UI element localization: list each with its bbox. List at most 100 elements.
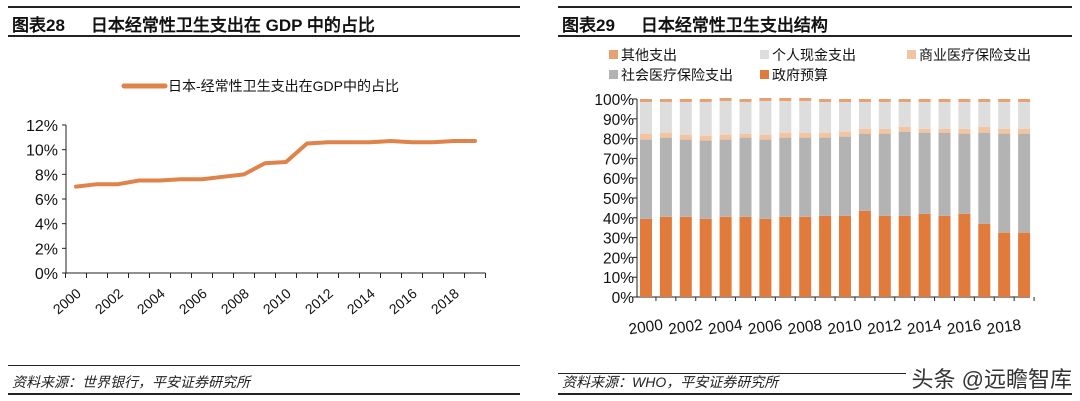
x-tick-label: 2004 — [707, 317, 744, 339]
divider — [558, 6, 1072, 8]
legend-label: 其他支出 — [621, 47, 677, 63]
bar-segment — [898, 99, 911, 102]
bar-segment — [938, 99, 951, 102]
y-tick-label: 100% — [594, 92, 634, 109]
divider — [8, 6, 520, 8]
bar-segment — [739, 133, 752, 138]
bar-segment — [779, 216, 792, 297]
x-tick-label: 2002 — [92, 285, 126, 317]
y-tick-label: 0% — [612, 290, 635, 307]
bar-segment — [878, 215, 891, 297]
bar-segment — [679, 101, 692, 135]
bar-segment — [918, 213, 931, 297]
bar-segment — [819, 215, 832, 297]
bar-segment — [1018, 232, 1031, 297]
divider — [558, 373, 1072, 374]
x-tick-label: 2016 — [386, 285, 420, 317]
bar-segment — [799, 132, 812, 138]
x-tick-label: 2002 — [667, 317, 704, 339]
series-line — [74, 139, 477, 189]
bar-segment — [918, 101, 931, 129]
legend-label: 政府预算 — [772, 67, 828, 83]
bar-segment — [759, 139, 772, 219]
bar-segment — [898, 101, 911, 127]
bar-segment — [640, 139, 652, 219]
bar-segment — [779, 98, 792, 101]
y-tick-label: 10% — [26, 143, 58, 160]
divider — [8, 365, 520, 366]
x-tick-label: 2018 — [428, 285, 462, 317]
x-tick-label: 2010 — [260, 285, 294, 317]
bar-segment — [898, 126, 911, 132]
y-tick-label: 60% — [603, 171, 634, 188]
bar-segment — [958, 213, 971, 297]
bar-segment — [978, 132, 991, 224]
legend-swatch — [760, 50, 769, 59]
bar-segment — [858, 133, 871, 211]
source-note: 资料来源：世界银行，平安证券研究所 — [12, 374, 250, 390]
bar-segment — [918, 128, 931, 133]
watermark: 头条 @远瞻智库 — [905, 362, 1072, 394]
y-tick-label: 10% — [603, 270, 634, 287]
bar-segment — [799, 100, 812, 133]
x-tick-label: 2012 — [866, 317, 903, 339]
divider — [8, 35, 520, 37]
bar-segment — [938, 215, 951, 297]
y-tick-label: 50% — [603, 191, 634, 208]
bar-segment — [878, 99, 891, 102]
bar-segment — [1018, 99, 1031, 102]
left-panel: 图表28 日本经常性卫生支出在 GDP 中的占比 资料来源：世界银行，平安证券研究… — [8, 0, 520, 401]
y-tick-label: 0% — [35, 266, 58, 283]
bar-segment — [799, 98, 812, 101]
x-tick-label: 2010 — [827, 317, 864, 339]
bar-segment — [839, 99, 851, 102]
bar-segment — [839, 215, 851, 297]
bar-segment — [918, 99, 931, 102]
bar-segment — [739, 101, 752, 134]
bar-segment — [719, 100, 732, 135]
y-tick-label: 30% — [603, 231, 634, 248]
x-tick-label: 2018 — [986, 317, 1023, 339]
y-tick-label: 12% — [26, 118, 58, 135]
bar-segment — [699, 101, 712, 136]
bar-segment — [679, 139, 692, 217]
y-tick-label: 80% — [603, 132, 634, 149]
bar-segment — [858, 128, 871, 134]
y-tick-label: 2% — [35, 241, 58, 258]
bar-segment — [938, 128, 951, 133]
legend-label: 商业医疗保险支出 — [919, 47, 1031, 63]
divider — [8, 393, 520, 395]
legend-label: 个人现金支出 — [772, 47, 856, 63]
legend-swatch — [760, 70, 769, 79]
bar-segment — [659, 132, 672, 138]
bar-segment — [858, 101, 871, 129]
bar-segment — [998, 101, 1011, 129]
bar-segment — [819, 99, 832, 102]
x-tick-label: 2014 — [906, 317, 943, 339]
bar-segment — [819, 137, 832, 216]
y-tick-label: 8% — [35, 167, 58, 184]
bar-segment — [719, 134, 732, 140]
bar-segment — [858, 210, 871, 297]
divider — [558, 35, 1072, 37]
bar-segment — [739, 99, 752, 102]
x-tick-label: 2004 — [134, 285, 168, 317]
bar-segment — [998, 133, 1011, 233]
bar-segment — [799, 216, 812, 297]
bar-segment — [779, 100, 792, 133]
bar-segment — [739, 216, 752, 297]
y-tick-label: 4% — [35, 217, 58, 234]
bar-segment — [759, 98, 772, 101]
x-tick-label: 2016 — [946, 317, 983, 339]
bar-segment — [1018, 128, 1031, 134]
bar-segment — [699, 218, 712, 297]
bar-segment — [938, 132, 951, 216]
bar-segment — [640, 99, 652, 102]
bar-segment — [779, 137, 792, 217]
bar-segment — [839, 131, 851, 137]
x-tick-label: 2000 — [628, 317, 665, 339]
bar-segment — [978, 101, 991, 127]
bar-segment — [679, 99, 692, 102]
bar-segment — [958, 99, 971, 102]
bar-segment — [699, 99, 712, 102]
